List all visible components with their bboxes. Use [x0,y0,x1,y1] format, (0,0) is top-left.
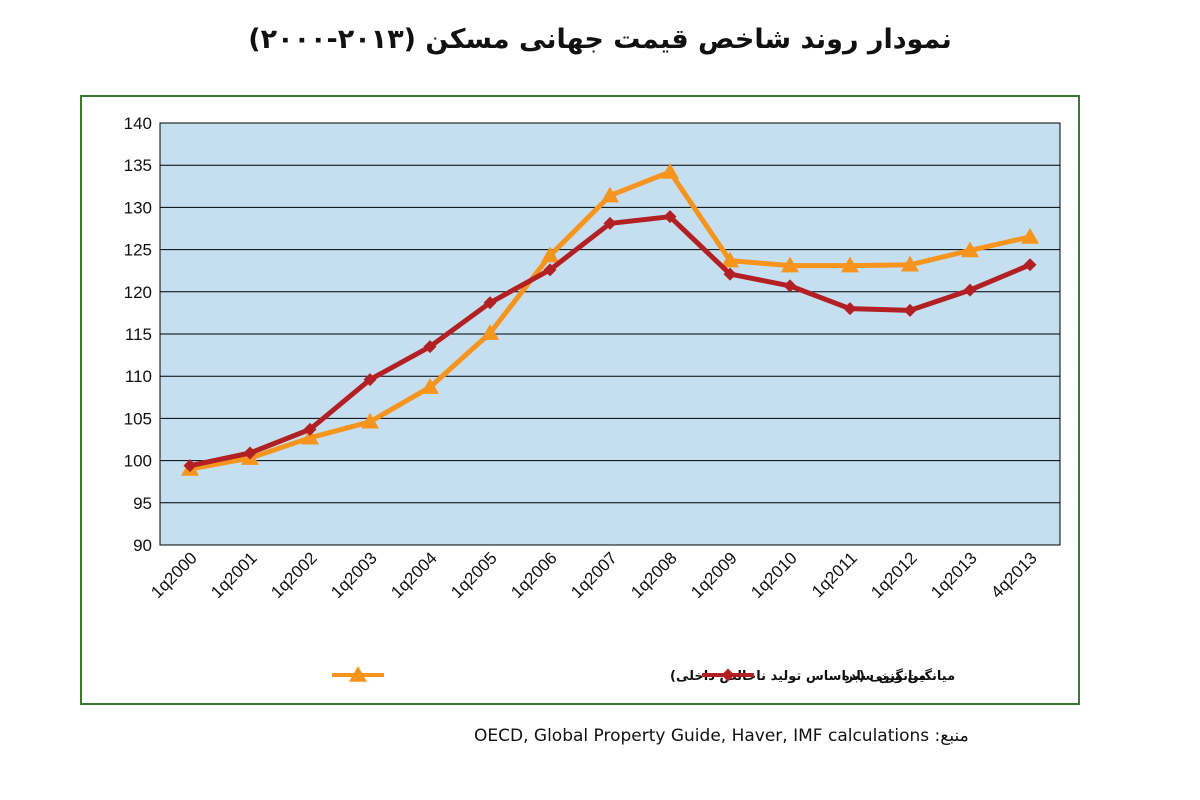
y-tick-label: 100 [124,452,152,471]
y-tick-label: 120 [124,283,152,302]
legend-item: میانگین ساده [702,668,926,684]
y-tick-label: 110 [125,367,152,386]
chart-frame: 90 95 100 105 110 115 120 125 130 135 140 1q2000 1q2… [80,95,1080,705]
chart-title: نمودار روند شاخص قیمت جهانی مسکن (۲۰۱۳-۲… [248,24,952,55]
y-tick-label: 125 [124,241,152,260]
data-point [421,378,439,394]
data-point [361,412,379,429]
y-tick-label: 130 [124,198,152,217]
x-tick-label: 1q2001 [207,548,261,602]
x-tick-label: 1q2013 [927,548,981,602]
data-point [541,246,559,263]
series-simple-average [183,210,1037,473]
x-tick-label: 4q2013 [987,548,1041,602]
source-note: OECD, Global Property Guide, Haver, IMF … [474,726,1084,746]
y-tick-label: 115 [125,325,152,344]
data-point [601,186,619,203]
x-tick-label: 1q2007 [567,548,621,602]
data-point [783,279,797,293]
legend-item: میانگین وزنی (براساس تولید ناخالص داخلی) [332,666,955,684]
data-point [243,446,257,460]
data-point [781,256,799,273]
x-tick-label: 1q2011 [808,548,861,601]
data-point [481,324,499,340]
data-point [723,267,737,281]
data-point [961,241,979,258]
x-tick-label: 1q2004 [387,548,441,602]
x-tick-label: 1q2009 [687,548,741,602]
data-point [843,302,857,316]
data-point [603,216,617,230]
data-point [661,162,679,179]
data-point [841,256,859,273]
data-point [543,263,557,277]
x-tick-label: 1q2012 [867,548,921,602]
data-point [1023,258,1037,272]
data-point [423,340,437,354]
data-point [483,296,497,310]
data-point [1021,227,1039,244]
x-tick-label: 1q2003 [327,548,381,602]
x-tick-label: 1q2000 [147,548,201,602]
data-point [663,210,677,224]
y-tick-label: 90 [133,536,152,555]
legend-label: میانگین وزنی (براساس تولید ناخالص داخلی) [670,668,955,684]
data-point [301,428,319,445]
legend-label: میانگین ساده [842,668,926,684]
x-tick-label: 1q2008 [627,548,681,602]
data-point [183,459,197,473]
y-tick-label: 140 [124,114,152,133]
data-point [363,373,377,387]
data-point [721,251,739,268]
y-tick-label: 135 [124,156,152,175]
source-text: OECD, Global Property Guide, Haver, IMF … [474,726,930,746]
x-tick-label: 1q2010 [747,548,801,602]
legend-marker [349,666,367,682]
x-tick-label: 1q2005 [447,548,501,602]
data-point [903,303,917,317]
legend-marker [721,668,735,682]
y-tick-label: 105 [124,409,152,428]
data-point [901,255,919,272]
data-point [963,283,977,297]
y-tick-label: 95 [133,494,152,513]
source-label: منبع: [934,726,969,746]
x-tick-label: 1q2006 [507,548,561,602]
x-tick-label: 1q2002 [267,548,321,602]
data-point [303,422,317,436]
